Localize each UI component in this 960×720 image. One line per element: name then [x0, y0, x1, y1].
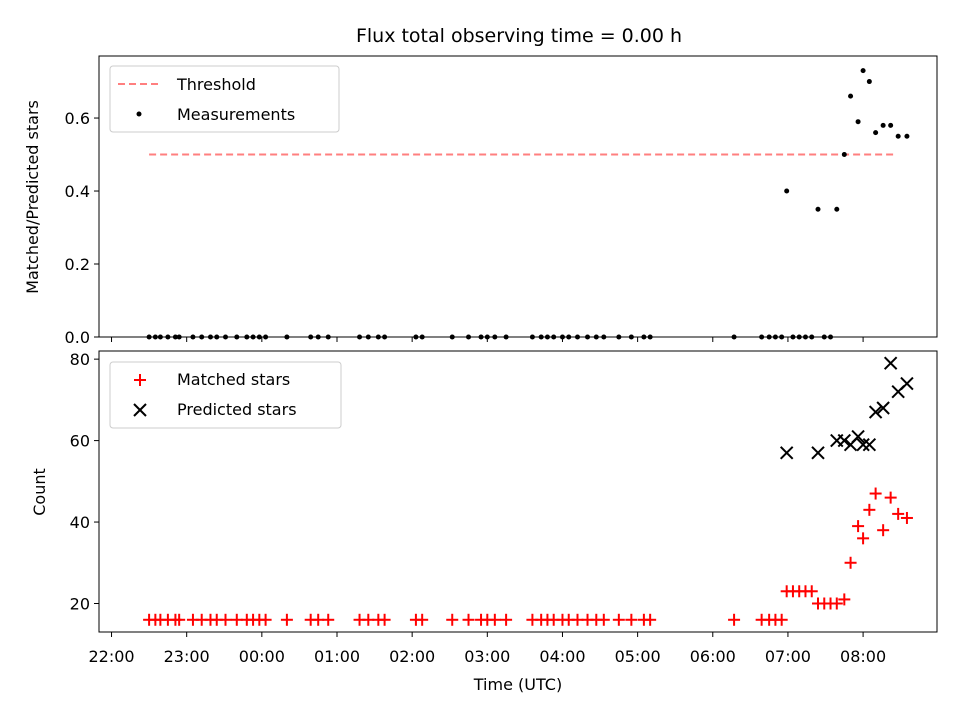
legend-matched-label: Matched stars	[177, 370, 290, 389]
predicted-star-point	[883, 356, 898, 370]
measurement-point	[834, 206, 840, 212]
bottom-y-tick-label: 20	[70, 594, 90, 613]
bottom-y-tick-label: 40	[70, 513, 90, 532]
matched-star-point	[830, 597, 843, 610]
matched-star-point	[259, 613, 272, 626]
legend-measurements-swatch	[136, 111, 142, 117]
top-legend-box	[109, 65, 340, 133]
predicted-star-point	[811, 446, 825, 460]
matched-star-point	[857, 532, 870, 545]
matched-star-point	[312, 613, 325, 626]
matched-star-point	[230, 613, 243, 626]
legend-measurements-label: Measurements	[177, 105, 295, 124]
top-y-tick-label: 0.2	[65, 255, 90, 274]
top-y-tick-label: 0.4	[65, 182, 90, 201]
matched-star-point	[612, 613, 625, 626]
measurement-point	[904, 133, 910, 139]
x-tick-label: 22:00	[88, 647, 134, 666]
bottom-legend-box	[109, 361, 342, 429]
measurement-point	[860, 68, 866, 74]
measurement-point	[848, 93, 854, 99]
matched-star-point	[877, 524, 890, 537]
matched-star-point	[597, 613, 610, 626]
matched-star-point	[838, 593, 851, 606]
bottom-y-axis-label: Count	[30, 468, 49, 516]
matched-star-point	[900, 511, 913, 524]
measurement-point	[873, 130, 879, 136]
matched-star-point	[863, 503, 876, 516]
bottom-panel: 22:00 23:00 00:00 01:00 02:00 03:00 04:00 05:00…	[30, 350, 938, 694]
measurement-point	[866, 79, 872, 85]
measurement-point	[880, 122, 886, 128]
matched-star-point	[852, 520, 865, 533]
matched-star-point	[884, 491, 897, 504]
measurement-point	[895, 133, 901, 139]
legend-predicted-swatch	[133, 403, 147, 417]
matched-star-point	[488, 613, 501, 626]
x-tick-label: 01:00	[314, 647, 360, 666]
legend-predicted-label: Predicted stars	[177, 400, 297, 419]
measurement-point	[855, 119, 861, 125]
x-tick-label: 06:00	[690, 647, 736, 666]
predicted-star-point	[837, 433, 852, 448]
matched-star-point	[805, 585, 818, 598]
top-y-tick-label: 0.6	[65, 109, 90, 128]
predicted-star-point	[868, 405, 883, 419]
matched-star-point	[644, 613, 657, 626]
matched-star-point	[446, 613, 459, 626]
x-axis-label: Time (UTC)	[473, 675, 562, 694]
legend-matched-swatch	[134, 374, 146, 386]
x-tick-label: 02:00	[389, 647, 435, 666]
matched-star-point	[362, 613, 375, 626]
matched-star-point	[775, 613, 788, 626]
matched-star-point	[892, 507, 905, 520]
x-tick-label: 03:00	[464, 647, 510, 666]
x-tick-label: 05:00	[615, 647, 661, 666]
bottom-y-tick-label: 80	[70, 350, 90, 369]
measurement-point	[888, 122, 894, 128]
bottom-y-tick-label: 60	[70, 432, 90, 451]
measurement-point	[841, 152, 847, 158]
top-y-axis-label: Matched/Predicted stars	[23, 100, 42, 294]
matched-star-point	[869, 487, 882, 500]
matched-star-point	[416, 613, 429, 626]
predicted-star-point	[851, 429, 865, 444]
matched-star-point	[322, 613, 335, 626]
x-tick-label: 00:00	[239, 647, 285, 666]
legend-threshold-label: Threshold	[176, 75, 256, 94]
predicted-star-point	[862, 437, 877, 452]
measurement-point	[815, 206, 821, 212]
matched-star-point	[500, 613, 513, 626]
top-plot-frame	[98, 55, 938, 338]
top-panel: 0.0 0.2 0.4 0.6 Matched/Predicted stars Thr…	[23, 55, 938, 347]
x-tick-label: 07:00	[765, 647, 811, 666]
matched-star-point	[844, 556, 857, 569]
predicted-star-point	[856, 437, 870, 452]
top-legend: Threshold Measurements	[109, 65, 340, 133]
chart-title: Flux total observing time = 0.00 h	[356, 25, 682, 47]
x-tick-label: 23:00	[164, 647, 210, 666]
bottom-plot-frame	[98, 350, 938, 633]
predicted-star-point	[876, 401, 890, 415]
measurement-point	[784, 188, 790, 194]
matched-star-point	[173, 613, 186, 626]
matched-star-point	[280, 613, 293, 626]
matched-star-point	[625, 613, 638, 626]
predicted-star-point	[779, 446, 794, 460]
matched-star-point	[728, 613, 741, 626]
x-tick-label: 04:00	[539, 647, 585, 666]
matched-star-point	[571, 613, 584, 626]
top-y-tick-label: 0.0	[65, 328, 90, 347]
matched-star-point	[378, 613, 391, 626]
matched-star-point	[219, 613, 232, 626]
predicted-star-point	[900, 376, 914, 391]
bottom-legend: Matched stars Predicted stars	[109, 361, 342, 429]
matched-star-point	[462, 613, 475, 626]
x-tick-label: 08:00	[840, 647, 886, 666]
